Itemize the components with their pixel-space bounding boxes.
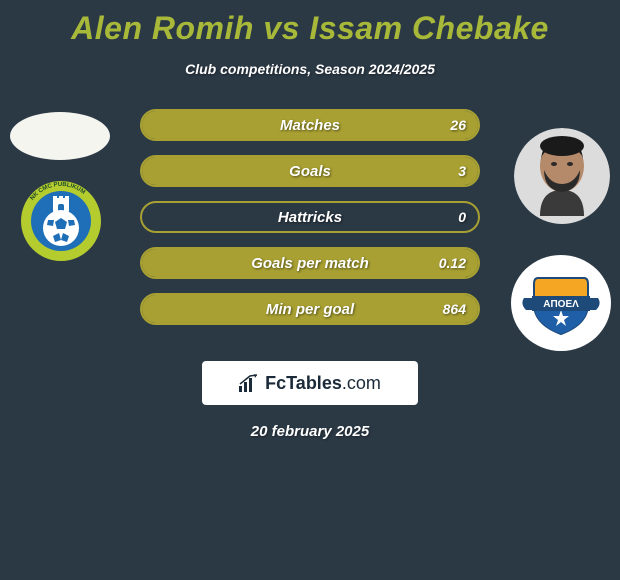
date-text: 20 february 2025 [0,423,620,440]
chart-icon [239,374,259,392]
logo-text: FcTables.com [265,373,381,394]
stat-bar: Matches26 [140,109,480,141]
stat-label: Goals per match [140,255,480,272]
stat-label: Matches [140,117,480,134]
stat-value-right: 0.12 [439,255,466,271]
stat-value-right: 3 [458,163,466,179]
stat-value-right: 26 [450,117,466,133]
stat-bar: Goals3 [140,155,480,187]
stat-bar: Min per goal864 [140,293,480,325]
fctables-logo: FcTables.com [202,361,418,405]
stat-label: Hattricks [140,209,480,226]
page-title: Alen Romih vs Issam Chebake [0,0,620,47]
stats-list: Matches26 Goals3 Hattricks0 Goals per match… [0,109,620,349]
stat-bar: Hattricks0 [140,201,480,233]
subtitle: Club competitions, Season 2024/2025 [0,61,620,77]
stat-value-right: 864 [443,301,466,317]
player1-name: Alen Romih [71,10,254,46]
stat-value-right: 0 [458,209,466,225]
player2-name: Issam Chebake [309,10,549,46]
vs-text: vs [263,10,300,46]
stat-label: Min per goal [140,301,480,318]
stat-bar: Goals per match0.12 [140,247,480,279]
stat-label: Goals [140,163,480,180]
